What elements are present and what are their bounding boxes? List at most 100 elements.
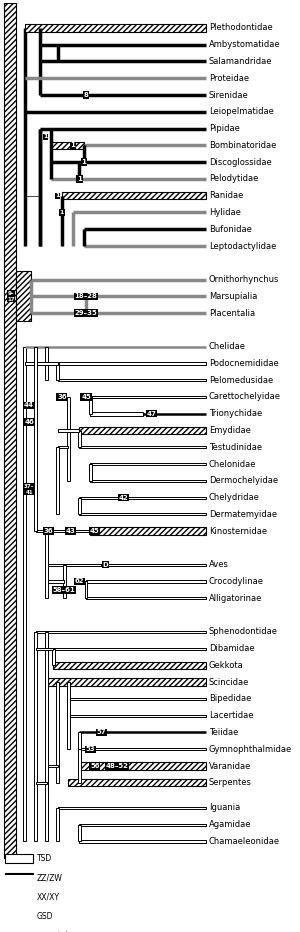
Text: Aves: Aves (209, 560, 229, 569)
Bar (80, 748, 206, 750)
Bar (89, 397, 92, 414)
Bar (25, 24, 206, 32)
Text: Pipidae: Pipidae (209, 124, 240, 133)
Text: 42: 42 (118, 495, 128, 500)
Text: 1: 1 (70, 143, 75, 148)
Text: 36: 36 (44, 528, 54, 534)
Text: 9–
17: 9– 17 (7, 291, 15, 302)
Text: Crocodylinae: Crocodylinae (209, 577, 264, 586)
Bar (34, 632, 37, 842)
Text: Proteidae: Proteidae (209, 74, 249, 83)
Text: Placentalia: Placentalia (209, 308, 255, 318)
Bar (53, 662, 206, 669)
Text: 8: 8 (84, 92, 88, 98)
Bar (68, 779, 206, 787)
Text: Iguania: Iguania (209, 803, 240, 813)
Text: Testudinidae: Testudinidae (209, 443, 262, 452)
Text: Bombinatoridae: Bombinatoridae (209, 141, 276, 150)
Bar (53, 648, 206, 650)
Text: 1: 1 (43, 134, 48, 140)
Text: 46: 46 (24, 419, 34, 425)
Bar (46, 678, 206, 686)
Text: Carettochelyidae: Carettochelyidae (209, 392, 281, 402)
Text: ZZ/ZW: ZZ/ZW (37, 873, 63, 882)
Text: Sirenidae: Sirenidae (209, 90, 248, 100)
Text: Chelidae: Chelidae (209, 342, 246, 351)
Text: Varanidae: Varanidae (209, 761, 251, 771)
Bar (5, 854, 33, 863)
Bar (86, 597, 206, 599)
Bar (101, 564, 206, 566)
Text: Kinosternidae: Kinosternidae (209, 527, 267, 536)
Text: 53: 53 (85, 747, 95, 752)
Bar (5, 911, 33, 921)
Bar (5, 873, 33, 883)
Bar (23, 347, 26, 842)
Text: 58–61: 58–61 (53, 587, 76, 593)
Bar (58, 363, 206, 364)
Text: 56: 56 (90, 763, 100, 769)
Text: Alligatorinae: Alligatorinae (209, 594, 262, 603)
Bar (56, 808, 59, 842)
Bar (16, 271, 31, 322)
Text: Marsupialia: Marsupialia (209, 292, 257, 301)
Text: 1: 1 (60, 210, 64, 215)
Bar (46, 581, 64, 582)
Text: 43: 43 (66, 528, 76, 534)
Bar (80, 427, 206, 434)
Bar (58, 446, 68, 448)
Text: Podocnemididae: Podocnemididae (209, 359, 278, 368)
Bar (36, 530, 90, 532)
Bar (62, 192, 206, 199)
Bar (68, 698, 206, 700)
Bar (78, 749, 81, 783)
Text: Plethodontidae: Plethodontidae (209, 23, 272, 33)
Text: 1: 1 (77, 176, 82, 182)
Text: uncertain: uncertain (37, 931, 74, 932)
Text: Ambystomatidae: Ambystomatidae (209, 40, 280, 49)
Text: 47: 47 (147, 411, 157, 417)
Text: Hylidae: Hylidae (209, 208, 241, 217)
Text: D: D (103, 562, 109, 568)
Text: 45: 45 (90, 528, 100, 534)
Text: 48–52: 48–52 (105, 763, 128, 769)
Text: Ranidae: Ranidae (209, 191, 243, 200)
Text: Leptodactylidae: Leptodactylidae (209, 241, 276, 251)
Bar (67, 682, 70, 749)
Bar (56, 447, 59, 514)
Text: Dermochelyidae: Dermochelyidae (209, 476, 278, 486)
Bar (80, 762, 206, 770)
Bar (45, 632, 48, 842)
Text: Leiopelmatidae: Leiopelmatidae (209, 107, 274, 116)
Bar (63, 565, 65, 598)
Bar (90, 528, 206, 535)
Bar (80, 841, 206, 843)
Bar (80, 446, 206, 448)
Bar (45, 347, 48, 380)
Text: 18–28: 18–28 (75, 294, 98, 299)
Bar (56, 682, 59, 783)
Bar (45, 531, 48, 598)
Text: Bipedidae: Bipedidae (209, 694, 251, 704)
Text: Teiidae: Teiidae (209, 728, 238, 737)
Bar (58, 379, 206, 381)
Text: 36: 36 (57, 394, 67, 400)
Text: 62: 62 (75, 579, 84, 584)
Text: Pelomedusidae: Pelomedusidae (209, 376, 273, 385)
Bar (36, 782, 46, 784)
Bar (90, 463, 206, 465)
Bar (51, 142, 84, 149)
Bar (5, 931, 33, 932)
Bar (46, 765, 58, 767)
Bar (80, 514, 206, 515)
Text: Bufonidae: Bufonidae (209, 225, 252, 234)
Text: Dermatemyidae: Dermatemyidae (209, 510, 277, 519)
Bar (85, 582, 87, 598)
Text: Salamandridae: Salamandridae (209, 57, 272, 66)
Text: 1: 1 (56, 193, 60, 199)
Bar (67, 397, 70, 481)
Text: GSD: GSD (37, 911, 53, 921)
Bar (46, 564, 101, 566)
Bar (90, 412, 142, 416)
Bar (78, 825, 81, 842)
